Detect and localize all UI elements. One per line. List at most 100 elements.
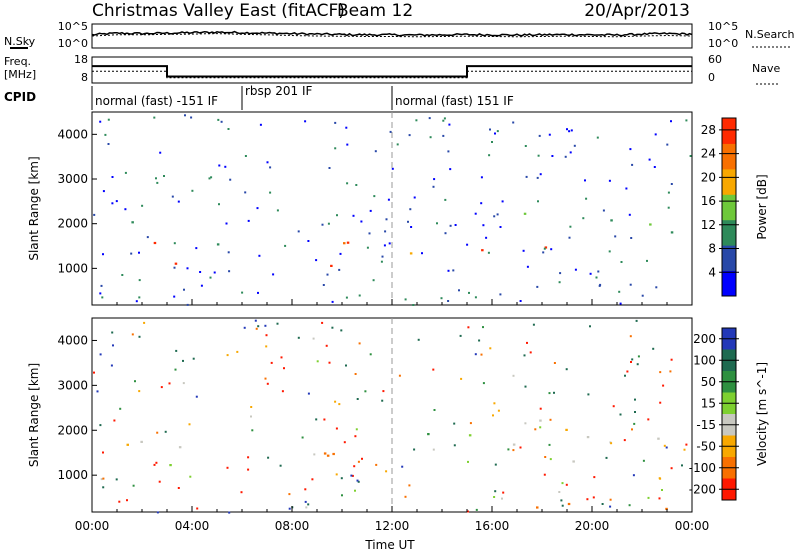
power-scatter-cell bbox=[568, 130, 571, 133]
velocity-scatter-cell bbox=[529, 351, 532, 354]
velocity-scatter-cell bbox=[683, 448, 686, 451]
power-scatter-cell bbox=[184, 114, 186, 117]
power-scatter-cell bbox=[304, 120, 307, 123]
power-scatter-cell bbox=[155, 177, 157, 180]
power-scatter-cell bbox=[391, 167, 394, 170]
power-scatter-cell bbox=[582, 217, 585, 220]
velocity-scatter-cell bbox=[634, 398, 636, 401]
velocity-ytick-label: 4000 bbox=[57, 333, 88, 347]
power-scatter-cell bbox=[415, 119, 418, 122]
velocity-scatter-cell bbox=[524, 422, 527, 425]
velocity-scatter-cell bbox=[307, 503, 310, 506]
power-echo-cell bbox=[343, 242, 346, 245]
velocity-echo-cell bbox=[169, 464, 172, 467]
power-scatter-cell bbox=[336, 214, 338, 217]
velocity-scatter-cell bbox=[270, 361, 273, 364]
velocity-scatter-cell bbox=[195, 395, 198, 398]
power-scatter-cell bbox=[368, 232, 371, 235]
power-scatter-cell bbox=[501, 200, 504, 203]
velocity-scatter-cell bbox=[254, 319, 257, 322]
velocity-colorbar-tick-label: -100 bbox=[689, 461, 716, 475]
power-scatter-cell bbox=[334, 147, 337, 150]
power-scatter-cell bbox=[99, 120, 102, 123]
power-scatter-cell bbox=[589, 272, 592, 275]
velocity-scatter-cell bbox=[659, 401, 662, 404]
velocity-scatter-cell bbox=[519, 446, 522, 449]
velocity-scatter-cell bbox=[401, 465, 404, 468]
velocity-scatter-cell bbox=[623, 439, 626, 442]
power-echo-cell bbox=[174, 262, 178, 265]
power-scatter-cell bbox=[307, 240, 310, 242]
velocity-scatter-cell bbox=[467, 510, 469, 513]
power-scatter-cell bbox=[409, 208, 412, 211]
power-scatter-cell bbox=[599, 283, 602, 286]
power-scatter-cell bbox=[383, 244, 386, 247]
noise-sky-series bbox=[91, 30, 693, 37]
power-scatter-cell bbox=[352, 214, 355, 217]
velocity-scatter-cell bbox=[501, 497, 503, 500]
velocity-scatter-cell bbox=[102, 486, 105, 489]
velocity-scatter-cell bbox=[255, 327, 258, 330]
velocity-scatter-cell bbox=[609, 498, 612, 501]
power-ylabel: Slant Range [km] bbox=[27, 156, 41, 260]
nave-label: Nave bbox=[752, 62, 780, 75]
power-scatter-cell bbox=[689, 155, 692, 157]
velocity-scatter-cell bbox=[174, 368, 177, 371]
power-scatter-cell bbox=[121, 274, 124, 276]
beam-label: Beam 12 bbox=[337, 1, 413, 21]
velocity-scatter-cell bbox=[482, 326, 484, 329]
velocity-scatter-cell bbox=[404, 495, 407, 498]
noise-search-label: N.Search bbox=[745, 28, 795, 41]
power-colorbar-swatch bbox=[722, 194, 736, 221]
power-scatter-cell bbox=[512, 121, 515, 124]
velocity-scatter-cell bbox=[610, 442, 613, 445]
power-scatter-cell bbox=[171, 195, 174, 198]
power-scatter-cell bbox=[102, 253, 104, 256]
power-scatter-cell bbox=[480, 202, 483, 205]
velocity-scatter-cell bbox=[102, 451, 104, 454]
power-scatter-cell bbox=[321, 223, 324, 226]
velocity-scatter-cell bbox=[325, 344, 328, 347]
power-scatter-cell bbox=[404, 298, 407, 301]
power-scatter-cell bbox=[413, 196, 416, 199]
power-scatter-cell bbox=[449, 168, 452, 171]
velocity-scatter-cell bbox=[665, 446, 668, 449]
power-scatter-cell bbox=[522, 249, 525, 252]
power-scatter-cell bbox=[631, 163, 634, 166]
velocity-scatter-cell bbox=[343, 441, 346, 444]
velocity-colorbar-tick-label: 100 bbox=[693, 353, 716, 367]
power-scatter-cell bbox=[228, 270, 231, 273]
velocity-echo-cell bbox=[468, 434, 472, 437]
power-colorbar-swatch bbox=[722, 118, 736, 144]
power-scatter-cell bbox=[538, 134, 541, 137]
velocity-scatter-cell bbox=[279, 464, 282, 467]
power-scatter-cell bbox=[327, 222, 330, 225]
velocity-scatter-cell bbox=[539, 407, 542, 410]
velocity-scatter-cell bbox=[304, 488, 307, 491]
power-scatter-cell bbox=[489, 128, 491, 131]
power-scatter-cell bbox=[410, 226, 413, 228]
power-scatter-cell bbox=[199, 271, 202, 273]
freq-tick-bottom: 8 bbox=[81, 71, 88, 84]
power-colorbar-swatch bbox=[722, 168, 736, 195]
power-scatter-cell bbox=[227, 128, 230, 130]
x-tick-label: 00:00 bbox=[675, 519, 710, 533]
power-scatter-cell bbox=[487, 251, 490, 254]
x-tick-label: 00:00 bbox=[75, 519, 110, 533]
date-label: 20/Apr/2013 bbox=[584, 1, 690, 21]
power-scatter-cell bbox=[107, 143, 110, 145]
power-scatter-cell bbox=[384, 230, 387, 233]
velocity-scatter-cell bbox=[652, 347, 655, 350]
power-scatter-cell bbox=[491, 141, 493, 143]
power-scatter-cell bbox=[111, 202, 114, 205]
velocity-scatter-cell bbox=[561, 504, 564, 507]
power-scatter-cell bbox=[548, 133, 551, 136]
power-scatter-cell bbox=[618, 290, 621, 293]
power-scatter-cell bbox=[124, 208, 127, 211]
power-scatter-cell bbox=[454, 224, 457, 226]
power-scatter-cell bbox=[496, 130, 499, 133]
velocity-scatter-cell bbox=[93, 371, 95, 374]
power-scatter-cell bbox=[539, 173, 542, 176]
power-scatter-cell bbox=[276, 209, 279, 212]
velocity-scatter-cell bbox=[100, 478, 103, 481]
